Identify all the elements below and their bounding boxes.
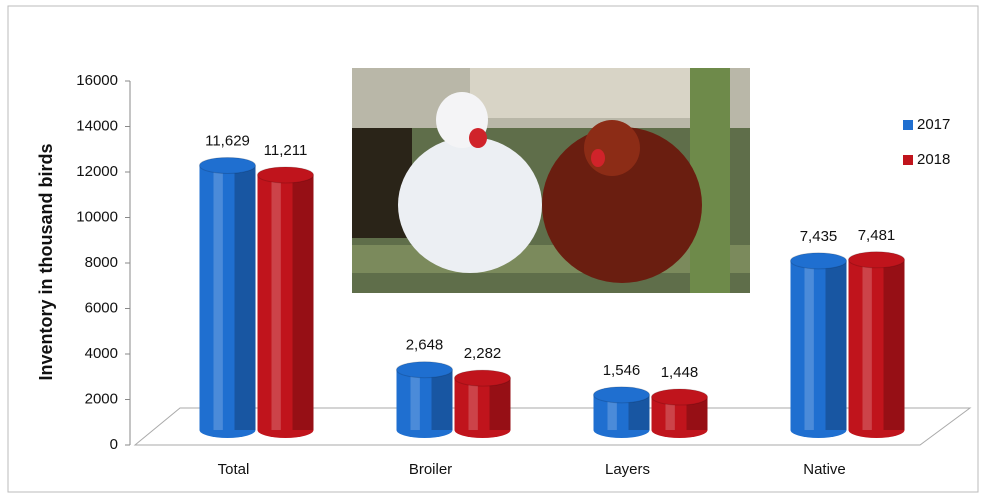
y-tick-label: 14000 [76, 117, 118, 134]
bar-shade [431, 369, 453, 430]
value-label: 11,629 [205, 132, 250, 149]
value-label: 7,481 [858, 227, 896, 244]
bar [790, 252, 847, 438]
bar-top [790, 252, 847, 270]
bar-body [454, 378, 511, 430]
photo [352, 68, 750, 293]
bar [257, 166, 314, 438]
x-tick-label: Total [218, 461, 250, 478]
y-tick-label: 4000 [85, 345, 118, 362]
legend-label: 2017 [917, 116, 950, 133]
bar-body [257, 174, 314, 430]
bar-highlight [410, 369, 420, 430]
value-label: 2,648 [406, 337, 444, 354]
bar-body [199, 165, 256, 430]
bar-highlight [271, 174, 281, 430]
bar-highlight [607, 394, 617, 430]
y-tick-label: 10000 [76, 208, 118, 225]
value-label: 7,435 [800, 228, 838, 245]
bar-shade [489, 378, 511, 430]
bar-shade [234, 165, 256, 430]
bar-highlight [468, 378, 478, 430]
x-tick-label: Broiler [409, 461, 452, 478]
bar-top [848, 251, 905, 269]
y-axis-label: Inventory in thousand birds [36, 143, 56, 380]
y-tick-label: 12000 [76, 163, 118, 180]
bar-top [593, 386, 650, 404]
bar-top [199, 156, 256, 174]
value-label: 1,448 [661, 364, 699, 381]
value-label: 11,211 [264, 142, 308, 159]
y-tick-label: 6000 [85, 299, 118, 316]
value-label: 1,546 [603, 362, 641, 379]
x-tick-label: Layers [605, 461, 650, 478]
bar-highlight [804, 260, 814, 430]
bar-highlight [665, 397, 675, 430]
bar-shade [686, 397, 708, 430]
bar-top [454, 369, 511, 387]
bar [396, 361, 453, 438]
y-tick-label: 0 [110, 436, 118, 453]
y-tick-label: 8000 [85, 254, 118, 271]
bar-top [396, 361, 453, 379]
bar [848, 251, 905, 438]
legend-swatch [903, 120, 913, 130]
legend-label: 2018 [917, 151, 950, 168]
bar-body [848, 259, 905, 430]
bar-shade [292, 174, 314, 430]
bar [593, 386, 650, 438]
bar-shade [825, 260, 847, 430]
bar-top [257, 166, 314, 184]
bar-shade [883, 259, 905, 430]
bar [651, 388, 708, 438]
x-tick-label: Native [803, 461, 846, 478]
bar-shade [628, 394, 650, 430]
bar-body [396, 369, 453, 430]
bar-highlight [862, 259, 872, 430]
value-label: 2,282 [464, 345, 502, 362]
bar [454, 369, 511, 438]
bar-top [651, 388, 708, 406]
y-tick-label: 16000 [76, 72, 118, 89]
y-tick-label: 2000 [85, 390, 118, 407]
bar-highlight [213, 165, 223, 430]
bar [199, 156, 256, 438]
legend-swatch [903, 155, 913, 165]
bar-body [790, 260, 847, 430]
floor [133, 407, 972, 446]
